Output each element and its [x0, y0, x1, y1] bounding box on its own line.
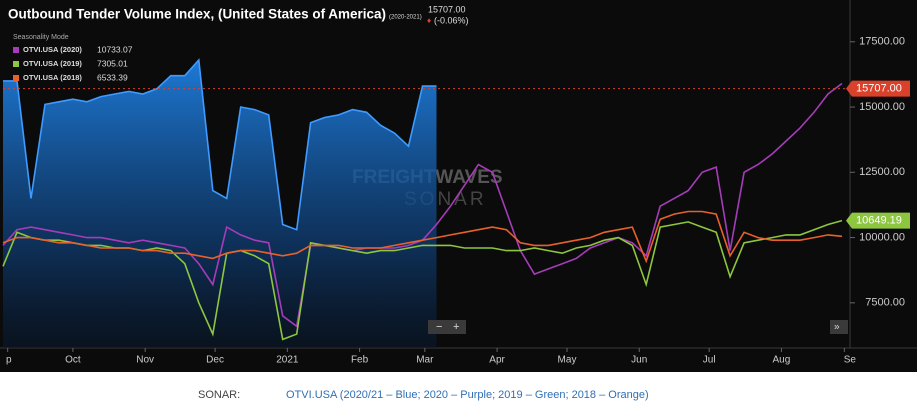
x-tick-label: p [6, 355, 12, 366]
zoom-in[interactable]: + [453, 321, 459, 333]
chart-title: Outbound Tender Volume Index, (United St… [8, 6, 386, 22]
x-tick-label: 2021 [276, 355, 299, 366]
legend-swatch [13, 61, 19, 67]
x-tick-label: Aug [773, 355, 791, 366]
legend-value: 7305.01 [97, 58, 128, 68]
y-tick-label: 17500.00 [859, 36, 905, 48]
zoom-out[interactable]: − [436, 321, 442, 333]
zoom-controls[interactable]: − + » [428, 320, 848, 334]
legend-swatch [13, 75, 19, 81]
legend-value: 6533.39 [97, 72, 128, 82]
legend-label: OTVI.USA (2020) [23, 45, 82, 54]
y-tick-label: 15000.00 [859, 101, 905, 113]
area [3, 60, 437, 348]
x-tick-label: Nov [136, 355, 154, 366]
title-note: (2020-2021) [389, 15, 422, 21]
y-tick-label: 12500.00 [859, 166, 905, 178]
x-tick-label: May [558, 355, 577, 366]
y-tick-label: 10000.00 [859, 231, 905, 243]
zoom-button-box[interactable] [428, 320, 466, 334]
mode-label: Seasonality Mode [13, 34, 69, 41]
caption: OTVI.USA (2020/21 – Blue; 2020 – Purple;… [286, 389, 649, 401]
price-tag-label: 15707.00 [856, 82, 902, 94]
x-tick-label: Jul [703, 355, 716, 366]
legend-swatch [13, 47, 19, 53]
x-tick-label: Oct [65, 355, 81, 366]
x-tick-label: Dec [206, 355, 224, 366]
price-tag-label: 10649.19 [856, 215, 902, 227]
price-tag [846, 80, 910, 97]
scroll-button[interactable] [830, 320, 848, 334]
overlay: 7500.00 10000.00 12500.00 15000.00 17500.00 p… [6, 36, 910, 366]
scroll-icon[interactable]: » [834, 322, 840, 333]
x-tick-label: Se [844, 355, 857, 366]
x-tick-label: Feb [351, 355, 369, 366]
price-tag [846, 212, 910, 229]
line [2, 210, 843, 264]
legend-label: OTVI.USA (2019) [23, 59, 82, 68]
legend-value: 10733.07 [97, 44, 133, 54]
plot-area [2, 58, 850, 348]
line [3, 58, 437, 231]
legend-label: OTVI.USA (2018) [23, 73, 82, 82]
x-tick-label: Mar [416, 355, 434, 366]
change: (-0.06%) [434, 15, 469, 25]
last-price: 15707.00 [428, 4, 466, 14]
caption-source: SONAR: [198, 389, 240, 401]
y-tick-label: 7500.00 [865, 297, 905, 309]
x-tick-label: Apr [489, 355, 505, 366]
x-tick-label: Jun [631, 355, 647, 366]
change-icon: ♦ [427, 16, 431, 25]
